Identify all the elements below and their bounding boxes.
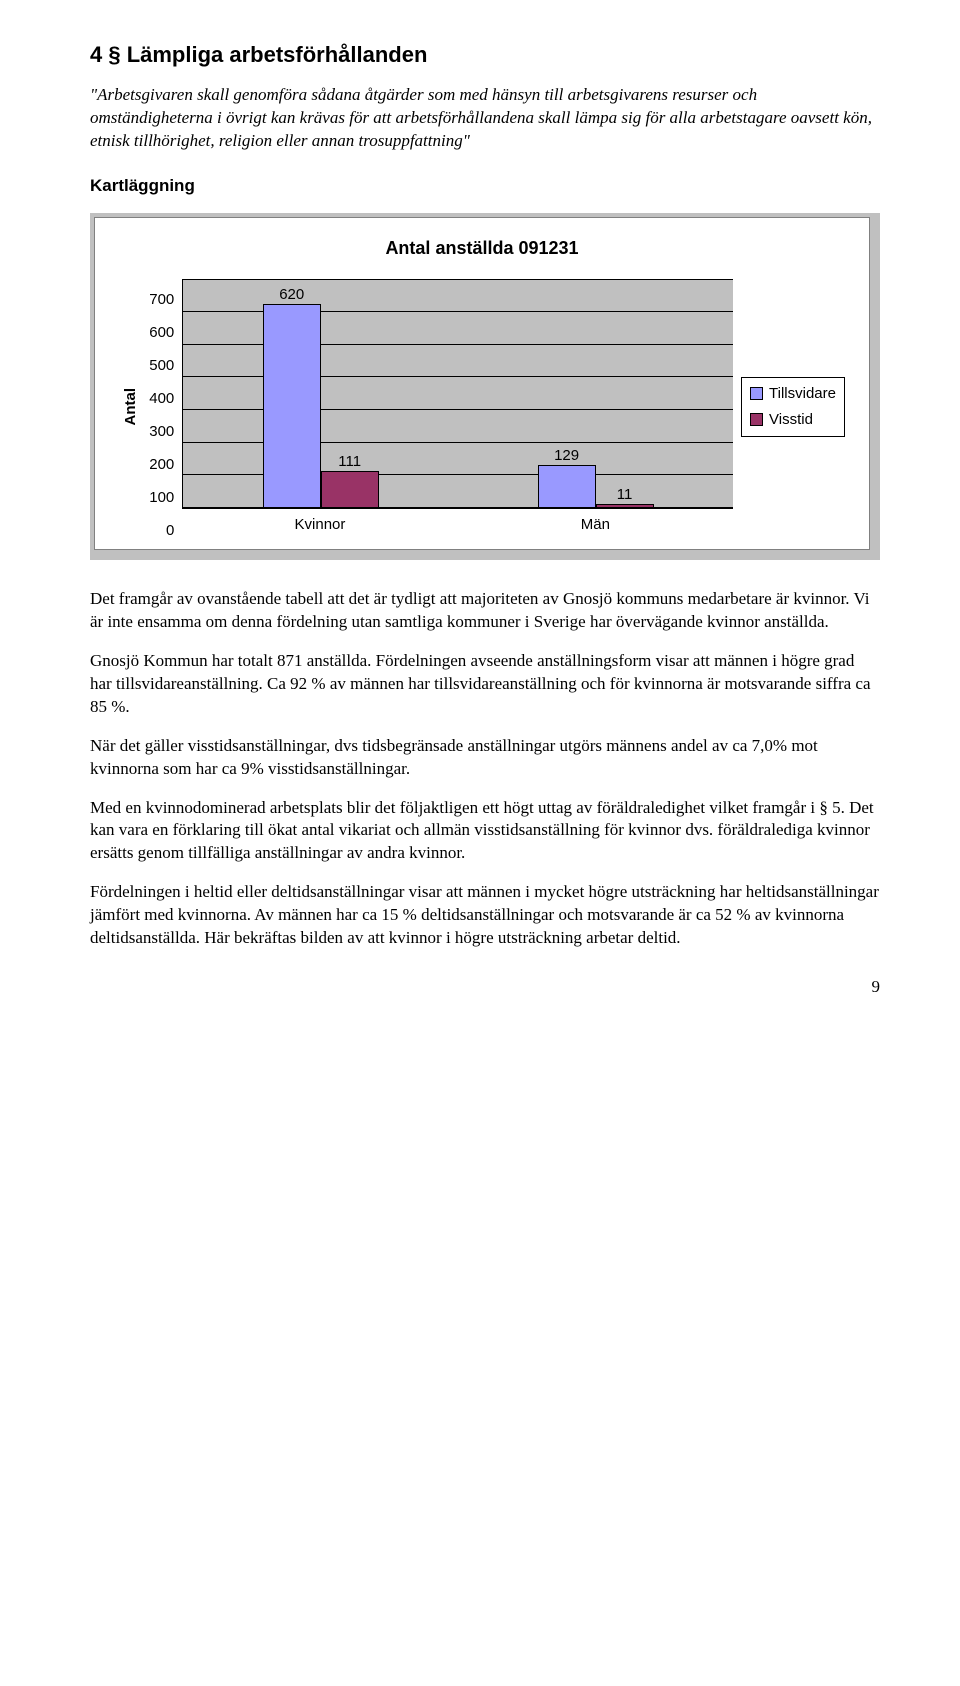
body-paragraphs: Det framgår av ovanstående tabell att de… — [90, 588, 880, 950]
chart-xticks: Kvinnor Män — [182, 515, 733, 535]
chart-ylabel: Antal — [119, 388, 141, 426]
bar: 11 — [596, 504, 654, 508]
bar-group: 12911 — [486, 465, 706, 507]
body-paragraph: Fördelningen i heltid eller deltidsanstä… — [90, 881, 880, 950]
section-title: 4 § Lämpliga arbetsförhållanden — [90, 40, 880, 70]
intro-quote: "Arbetsgivaren skall genomföra sådana åt… — [90, 84, 880, 153]
ytick-label: 200 — [149, 457, 174, 472]
chart-box: Antal anställda 091231 Antal 700 600 500 40… — [94, 217, 870, 550]
legend-swatch — [750, 387, 763, 400]
chart-bars: 62011112911 — [183, 279, 733, 508]
chart-yticks: 7006005004003002001000 — [149, 284, 174, 530]
chart-plot-area: 62011112911 — [182, 279, 733, 509]
bar-group: 620111 — [211, 304, 431, 508]
body-paragraph: När det gäller visstidsanställningar, dv… — [90, 735, 880, 781]
ytick-label: 100 — [149, 490, 174, 505]
body-paragraph: Med en kvinnodominerad arbetsplats blir … — [90, 797, 880, 866]
chart-legend: Tillsvidare Visstid — [741, 377, 845, 438]
ytick-label: 300 — [149, 424, 174, 439]
bar-value-label: 129 — [554, 446, 579, 466]
bar-value-label: 620 — [279, 285, 304, 305]
xtick-label: Kvinnor — [210, 515, 430, 535]
bar-value-label: 11 — [617, 485, 633, 505]
ytick-label: 700 — [149, 292, 174, 307]
body-paragraph: Gnosjö Kommun har totalt 871 anställda. … — [90, 650, 880, 719]
ytick-label: 400 — [149, 391, 174, 406]
chart-container: Antal anställda 091231 Antal 700 600 500 40… — [90, 213, 880, 560]
bar: 620 — [263, 304, 321, 508]
legend-item: Visstid — [750, 410, 836, 430]
chart-title: Antal anställda 091231 — [119, 236, 845, 260]
legend-label: Visstid — [769, 410, 813, 430]
bar: 111 — [321, 471, 379, 507]
subheading: Kartläggning — [90, 175, 880, 198]
xtick-label: Män — [485, 515, 705, 535]
ytick-label: 600 — [149, 325, 174, 340]
legend-label: Tillsvidare — [769, 384, 836, 404]
legend-item: Tillsvidare — [750, 384, 836, 404]
bar-value-label: 111 — [338, 452, 361, 472]
legend-swatch — [750, 413, 763, 426]
bar: 129 — [538, 465, 596, 507]
body-paragraph: Det framgår av ovanstående tabell att de… — [90, 588, 880, 634]
ytick-label: 500 — [149, 358, 174, 373]
page-number: 9 — [90, 976, 880, 999]
ytick-label: 0 — [166, 523, 174, 538]
